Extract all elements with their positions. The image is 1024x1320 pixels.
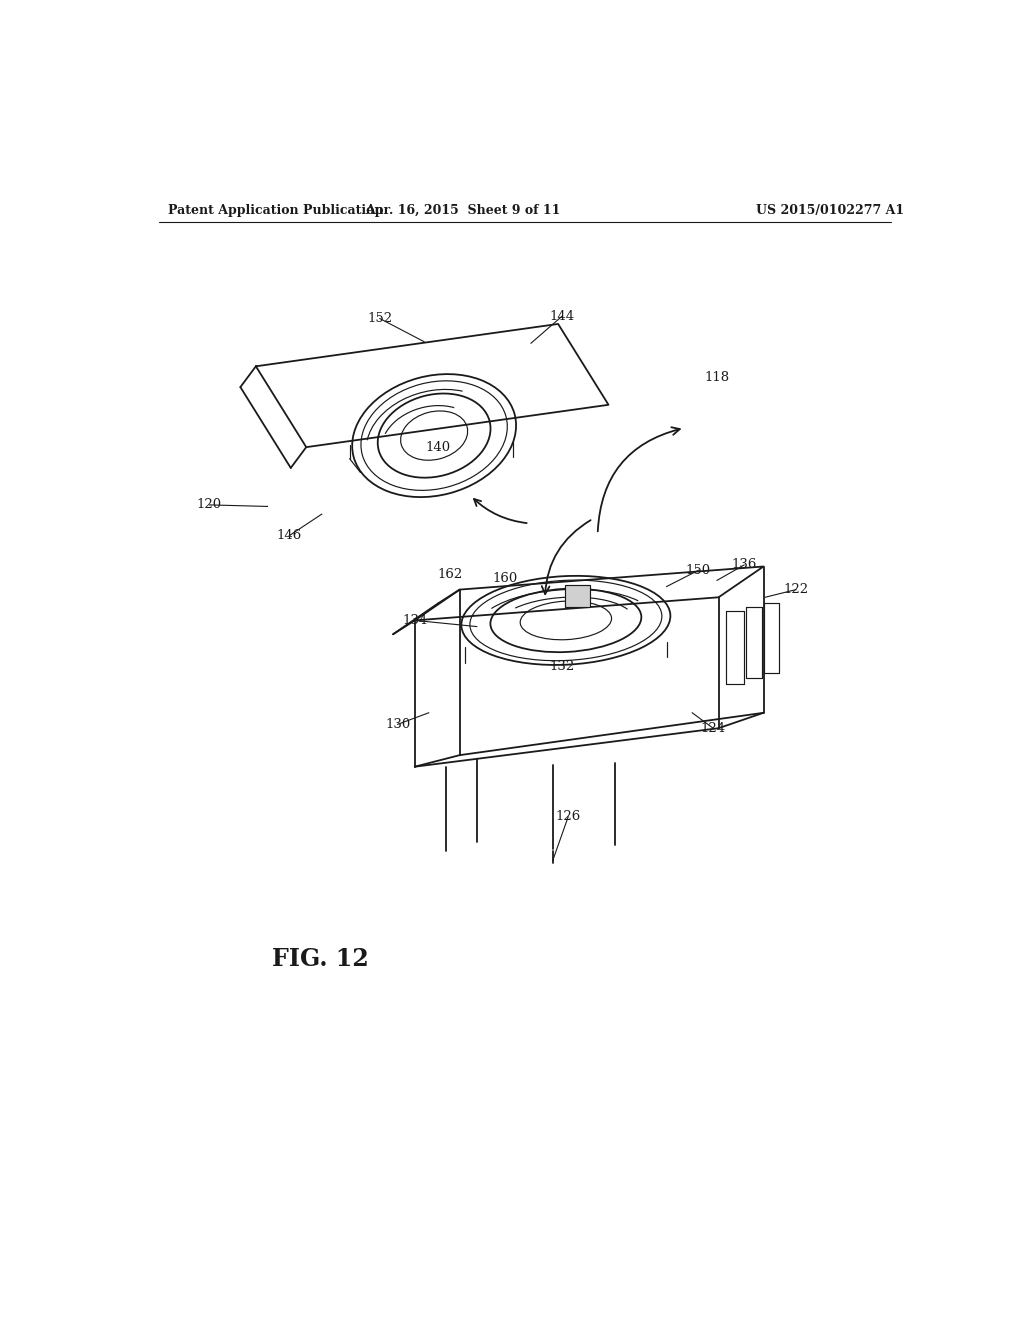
Text: 160: 160 — [493, 572, 518, 585]
Text: 140: 140 — [425, 441, 451, 454]
Text: 134: 134 — [402, 614, 427, 627]
Text: 122: 122 — [783, 583, 809, 597]
Text: 130: 130 — [385, 718, 411, 731]
Text: 162: 162 — [437, 568, 462, 581]
Text: 150: 150 — [686, 564, 711, 577]
Text: Patent Application Publication: Patent Application Publication — [168, 205, 384, 218]
Text: 152: 152 — [368, 312, 392, 325]
Text: Apr. 16, 2015  Sheet 9 of 11: Apr. 16, 2015 Sheet 9 of 11 — [366, 205, 560, 218]
Text: 126: 126 — [556, 810, 581, 824]
Text: 146: 146 — [276, 529, 302, 543]
FancyBboxPatch shape — [565, 585, 590, 607]
Text: 144: 144 — [550, 310, 574, 323]
Text: 136: 136 — [731, 558, 757, 572]
Text: 120: 120 — [197, 499, 222, 511]
Text: 132: 132 — [549, 660, 574, 673]
Text: 118: 118 — [705, 371, 729, 384]
Text: US 2015/0102277 A1: US 2015/0102277 A1 — [756, 205, 904, 218]
Text: 124: 124 — [700, 722, 726, 735]
Text: FIG. 12: FIG. 12 — [271, 948, 369, 972]
